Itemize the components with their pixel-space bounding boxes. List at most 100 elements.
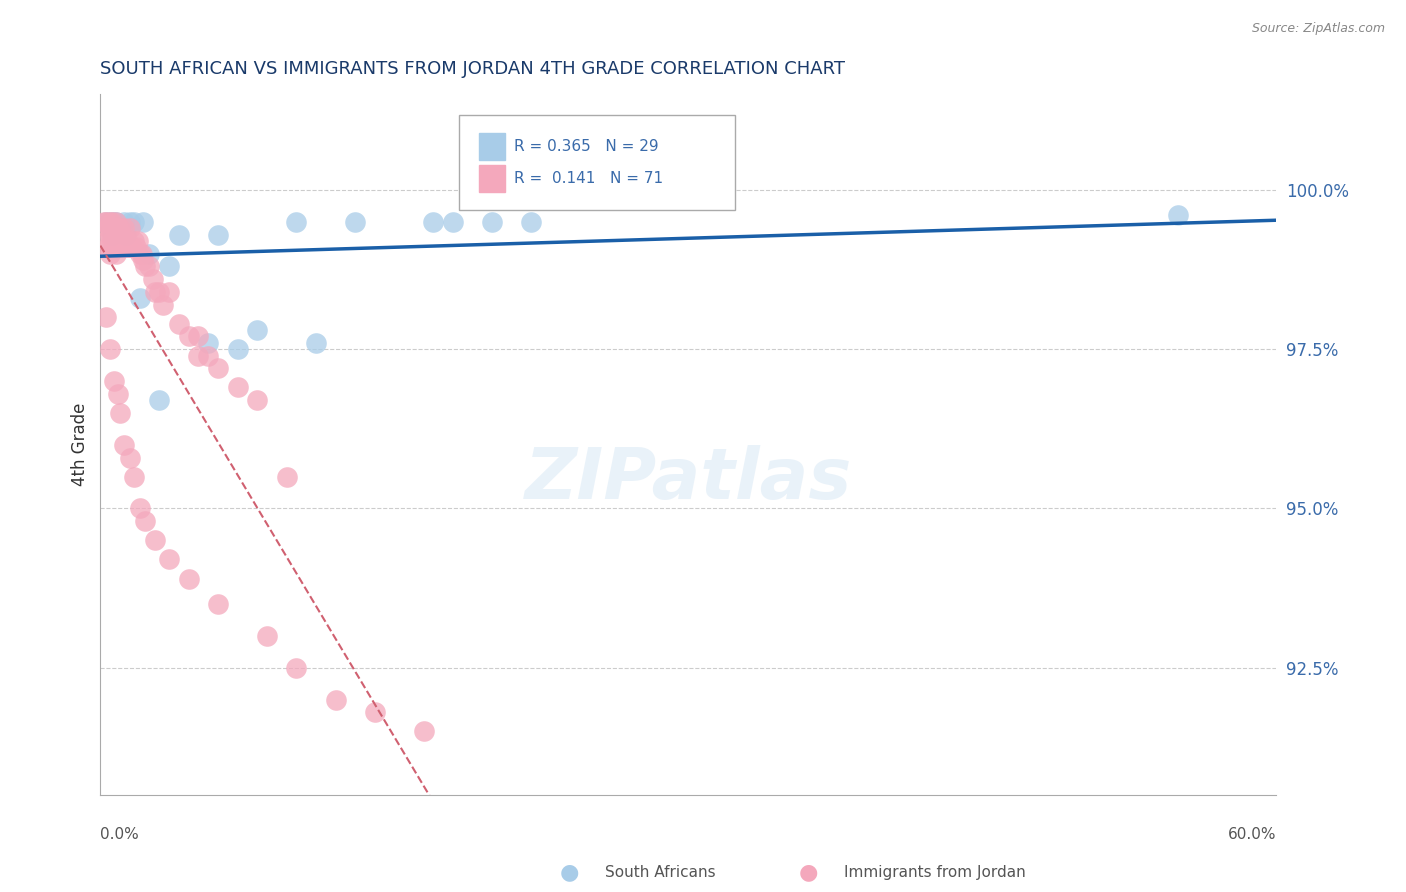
Point xyxy=(108,406,131,420)
Point xyxy=(134,260,156,274)
Point xyxy=(93,215,115,229)
Point xyxy=(96,215,118,229)
Point xyxy=(112,215,135,229)
Point xyxy=(97,240,120,254)
Point xyxy=(481,215,503,229)
Point xyxy=(117,240,139,254)
Point xyxy=(105,246,128,260)
Point xyxy=(276,469,298,483)
FancyBboxPatch shape xyxy=(479,165,505,192)
Point xyxy=(207,227,229,242)
Point xyxy=(412,724,434,739)
Text: 0.0%: 0.0% xyxy=(100,827,139,842)
Point xyxy=(363,706,385,720)
Point xyxy=(98,246,121,260)
Point xyxy=(124,240,146,254)
Point xyxy=(167,227,190,242)
Text: R =  0.141   N = 71: R = 0.141 N = 71 xyxy=(515,171,664,186)
Text: ●: ● xyxy=(799,863,818,882)
Point xyxy=(128,501,150,516)
Point xyxy=(177,329,200,343)
Point xyxy=(157,260,180,274)
Point xyxy=(132,215,155,229)
Point xyxy=(138,260,160,274)
Point xyxy=(98,215,121,229)
Point xyxy=(143,533,166,548)
Y-axis label: 4th Grade: 4th Grade xyxy=(72,403,89,486)
Point xyxy=(103,240,125,254)
Point xyxy=(226,380,249,394)
Text: 60.0%: 60.0% xyxy=(1227,827,1277,842)
Point xyxy=(103,221,125,235)
Point xyxy=(103,374,125,388)
Text: South Africans: South Africans xyxy=(605,865,716,880)
Point xyxy=(105,227,128,242)
Point xyxy=(112,240,135,254)
Point xyxy=(246,323,269,337)
Point xyxy=(207,597,229,611)
Point xyxy=(108,221,131,235)
Point xyxy=(114,227,136,242)
Point xyxy=(127,234,149,248)
Point xyxy=(197,349,219,363)
Point xyxy=(98,227,121,242)
Point xyxy=(98,215,121,229)
Point xyxy=(107,240,129,254)
Point xyxy=(325,692,347,706)
Point xyxy=(118,215,141,229)
FancyBboxPatch shape xyxy=(458,115,735,210)
Point xyxy=(148,285,170,299)
Point xyxy=(285,661,308,675)
Point xyxy=(441,215,464,229)
Point xyxy=(177,572,200,586)
Point xyxy=(107,386,129,401)
Point xyxy=(103,215,125,229)
Point xyxy=(96,234,118,248)
Point xyxy=(118,450,141,465)
Point xyxy=(111,227,134,242)
Point xyxy=(1167,209,1189,223)
Point xyxy=(138,246,160,260)
Point xyxy=(246,393,269,408)
Point xyxy=(143,285,166,299)
Point xyxy=(285,215,308,229)
Point xyxy=(97,221,120,235)
Text: R = 0.365   N = 29: R = 0.365 N = 29 xyxy=(515,139,659,153)
Point xyxy=(96,310,118,325)
Point xyxy=(101,215,124,229)
Title: SOUTH AFRICAN VS IMMIGRANTS FROM JORDAN 4TH GRADE CORRELATION CHART: SOUTH AFRICAN VS IMMIGRANTS FROM JORDAN … xyxy=(100,60,845,78)
Point xyxy=(96,215,118,229)
Point xyxy=(197,335,219,350)
Point xyxy=(422,215,444,229)
Point xyxy=(134,514,156,528)
Point xyxy=(111,221,134,235)
Point xyxy=(157,552,180,566)
Point xyxy=(108,221,131,235)
Point xyxy=(128,291,150,305)
Text: Immigrants from Jordan: Immigrants from Jordan xyxy=(844,865,1025,880)
Point xyxy=(152,298,174,312)
Point xyxy=(105,215,128,229)
Point xyxy=(105,215,128,229)
Point xyxy=(344,215,367,229)
Point xyxy=(112,221,135,235)
Point xyxy=(121,240,143,254)
Point xyxy=(207,361,229,376)
Point xyxy=(108,240,131,254)
Point xyxy=(101,227,124,242)
Point xyxy=(167,317,190,331)
Point xyxy=(131,246,153,260)
Point xyxy=(112,438,135,452)
Point xyxy=(122,234,145,248)
Point xyxy=(305,335,328,350)
Point xyxy=(101,234,124,248)
Text: ZIPatlas: ZIPatlas xyxy=(524,445,852,515)
Point xyxy=(118,240,141,254)
Point xyxy=(148,393,170,408)
Point xyxy=(98,343,121,357)
Point xyxy=(142,272,165,286)
Text: ●: ● xyxy=(560,863,579,882)
Point xyxy=(520,215,543,229)
Point xyxy=(122,469,145,483)
Point xyxy=(226,343,249,357)
